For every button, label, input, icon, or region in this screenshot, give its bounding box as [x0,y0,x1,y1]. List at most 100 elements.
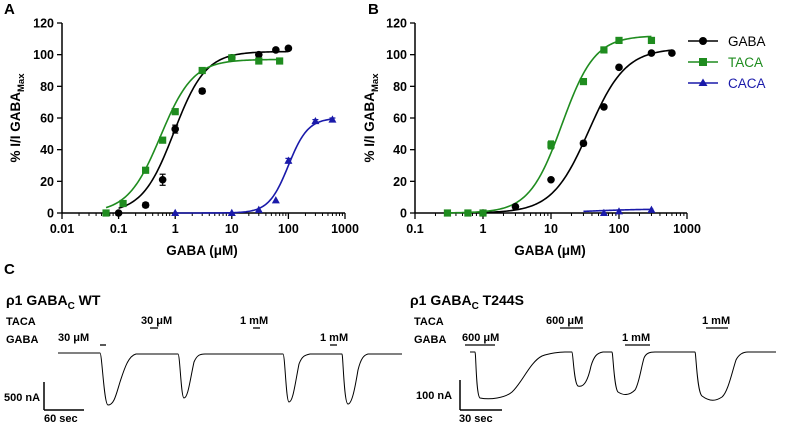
chart-b-point-taca [464,209,472,217]
chart-b-x-tick-label: 100 [609,222,630,236]
chart-a-y-tick-label: 20 [40,175,54,189]
trace-wt-app-4-conc: 1 mM [320,332,348,344]
chart-b-point-gaba [547,175,555,184]
chart-a-point-taca [142,166,150,174]
chart-a-x-tick-label: 0.01 [50,222,74,236]
chart-b-point-taca [647,36,656,45]
panel-c-letter: C [4,261,15,278]
chart-a-fit-taca [105,58,280,209]
trace-t244s-title-main: ρ1 GABA [410,292,472,308]
chart-a-point-taca [198,66,206,75]
trace-panel-wt: ρ1 GABAC WT TACA GABA 30 μM 30 μM 1 mM 1… [4,292,402,424]
trace-t244s-app-3-conc: 1 mM [622,332,650,344]
chart-a-point-gaba [141,201,150,209]
chart-b-x-tick-label: 1 [480,222,487,236]
chart-a-point-caca [254,205,263,213]
chart-b-fit-taca [447,35,652,214]
chart-b-point-gaba [600,103,608,111]
chart-a-fit-caca [175,118,333,214]
chart-b-point-taca [600,46,608,54]
trace-t244s-scale-time: 30 sec [459,413,493,424]
legend-label-taca: TACA [728,55,763,70]
chart-b-point-gaba [511,202,520,211]
chart-b-point-caca [647,205,656,213]
chart-b-point-gaba [615,63,623,72]
legend-item-taca: TACA [688,55,763,70]
chart-b-y-tick-label: 100 [386,48,407,62]
chart-a-y-label-sub: Max [16,73,27,92]
panel-b-letter: B [368,1,379,18]
chart-a-point-caca [227,208,236,216]
trace-wt-title-rest: WT [75,292,101,308]
chart-a-point-taca [255,57,263,65]
trace-t244s-app-2-conc: 600 μM [546,315,583,327]
trace-t244s-scale-current: 100 nA [416,390,452,402]
trace-wt-title: ρ1 GABAC WT [6,292,101,312]
chart-b-y-tick-label: 40 [393,143,407,157]
chart-a-y-tick-label: 0 [47,207,54,221]
chart-a-x-tick-label: 0.1 [110,222,127,236]
chart-a-y-tick-label: 120 [33,17,54,31]
chart-b-point-gaba [647,49,656,57]
chart-b-x-tick-label: 1000 [673,222,701,236]
trace-wt-scale-current: 500 nA [4,392,40,404]
chart-a-point-gaba [114,209,123,217]
trace-t244s-app-4-conc: 1 mM [702,315,730,327]
chart-b-y-tick-label: 120 [386,17,407,31]
legend-item-caca: CACA [688,76,766,91]
chart-a-x-tick-label: 1 [172,222,179,236]
chart-b-point-gaba [668,49,676,57]
trace-t244s-current-trace [470,351,776,401]
legend-circle-marker [699,37,707,45]
trace-wt-app-2-conc: 30 μM [141,315,172,327]
chart-a-point-taca [102,209,110,217]
chart-b-point-taca [479,209,487,217]
chart-a-point-gaba [284,44,293,53]
chart-b-point-caca [599,208,608,216]
chart-b-y-label-sub: Max [370,73,381,92]
trace-wt-gaba-row-label: GABA [6,334,38,346]
trace-t244s-title-rest: T244S [479,292,524,308]
chart-b-y-label: % I/I GABAMax [362,73,381,163]
chart-b: 0 20 40 60 80 100 120 0.1 1 10 100 1000 GABA (μM) %… [362,17,701,259]
chart-b-x-label: GABA (μM) [514,243,586,258]
trace-wt-title-sub: C [68,301,75,312]
chart-a-x-tick-label: 1000 [331,222,359,236]
trace-wt-app-1-conc: 30 μM [58,332,89,344]
trace-t244s-title: ρ1 GABAC T244S [410,292,524,312]
chart-a-point-taca [159,136,167,144]
trace-t244s-gaba-row-label: GABA [414,334,446,346]
trace-wt-app-3-conc: 1 mM [240,315,268,327]
chart-a-point-taca [228,54,236,62]
legend-label-caca: CACA [728,76,766,91]
chart-b-point-gaba [579,139,588,148]
chart-a-x-label: GABA (μM) [166,243,238,258]
chart-a-fit-gaba [118,50,289,209]
chart-a-x-tick-label: 10 [225,222,239,236]
chart-b-x-tick-label: 10 [544,222,558,236]
chart-b-point-taca [579,77,588,86]
chart-a-point-gaba [198,87,207,95]
chart-a-point-gaba [171,125,179,133]
chart-b-y-label-main: % I/I GABA [362,92,377,163]
chart-b-point-taca [443,209,452,217]
trace-t244s-app-1-conc: 600 μM [462,332,499,344]
panel-a-letter: A [4,1,15,18]
chart-a-y-label: % I/I GABAMax [8,73,27,163]
chart-a-point-gaba [255,50,263,59]
chart-a-y-tick-label: 60 [40,112,54,126]
chart-a-point-caca [311,116,320,125]
trace-wt-scale-time: 60 sec [44,413,78,424]
chart-a-point-gaba [158,175,167,184]
chart-b-y-tick-label: 60 [393,112,407,126]
chart-a-point-gaba [272,46,280,54]
chart-a-point-taca [119,199,127,208]
trace-t244s-title-sub: C [472,301,479,312]
legend-item-gaba: GABA [688,34,766,49]
chart-a-y-tick-label: 80 [40,80,54,94]
chart-a-point-caca [271,196,280,204]
chart-a-y-tick-label: 40 [40,143,54,157]
chart-b-y-tick-label: 80 [393,80,407,94]
chart-b-point-taca [547,141,555,149]
